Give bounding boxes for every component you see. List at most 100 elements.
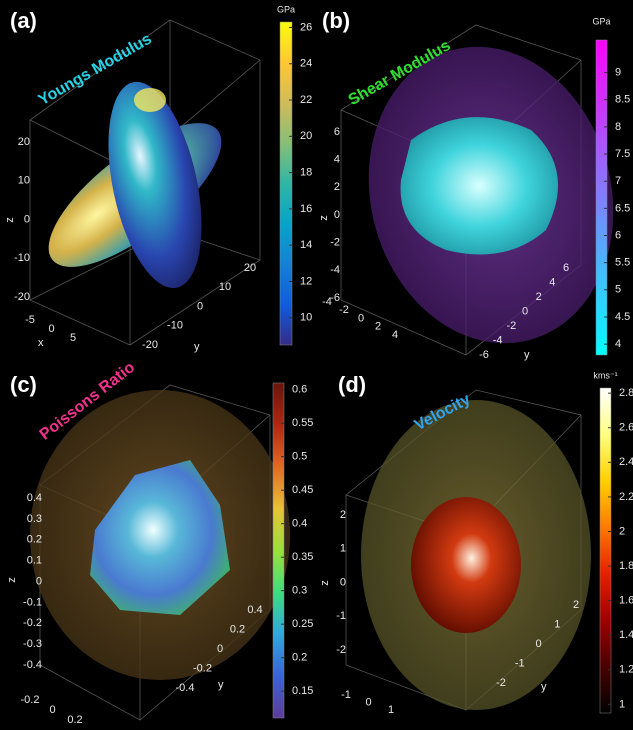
colorbar-tick-label: 1.4 xyxy=(619,629,633,641)
z-tick-label: 4 xyxy=(334,154,340,166)
colorbar-tick-label: 8.5 xyxy=(615,94,630,106)
y-tick-label: 0.2 xyxy=(230,623,245,635)
colorbar-tick-label: 6 xyxy=(615,229,621,241)
x-tick-label: 2 xyxy=(375,321,381,333)
x-tick-label: -2 xyxy=(339,304,349,316)
z-tick-label: -0.3 xyxy=(23,638,42,650)
z-axis-label: z xyxy=(4,217,16,223)
x-tick-label: 5 xyxy=(70,332,76,344)
colorbar-tick-label: 2.4 xyxy=(619,456,633,468)
colorbar-tick-label: 10 xyxy=(300,312,312,324)
y-tick-label: 0 xyxy=(197,300,203,312)
panel-label: (d) xyxy=(338,372,366,397)
colorbar-tick-label: 22 xyxy=(300,94,312,106)
z-tick-label: 0 xyxy=(24,213,30,225)
colorbar-tick-label: 4.5 xyxy=(615,311,630,323)
colorbar-tick-label: 7 xyxy=(615,175,621,187)
panel-label: (b) xyxy=(322,8,350,33)
z-tick-label: 10 xyxy=(18,175,30,187)
colorbar-tick-label: 2.6 xyxy=(619,422,633,434)
colorbar-tick-label: 1.6 xyxy=(619,595,633,607)
y-tick-label: 2 xyxy=(536,291,542,303)
colorbar-tick-label: 6.5 xyxy=(615,202,630,214)
colorbar-tick-label: 2.8 xyxy=(619,387,633,399)
z-tick-label: 0.3 xyxy=(27,513,42,525)
colorbar-tick-label: 1 xyxy=(619,698,625,710)
panel: (a)Youngs Modulus101214161820222426GPa-2… xyxy=(4,4,312,353)
y-tick-label: 0 xyxy=(522,305,528,317)
colorbar-tick-label: 2 xyxy=(619,525,625,537)
colorbar-unit: kms⁻¹ xyxy=(593,370,617,380)
colorbar-tick-label: 14 xyxy=(300,239,312,251)
x-tick-label: 0 xyxy=(49,704,55,716)
colorbar-tick-label: 1.2 xyxy=(619,664,633,676)
x-tick-label: 0 xyxy=(358,312,364,324)
colorbar xyxy=(599,387,612,714)
colorbar-tick-label: 5.5 xyxy=(615,257,630,269)
y-tick-label: 6 xyxy=(563,262,569,274)
y-axis-label: y xyxy=(194,341,200,353)
colorbar-tick-label: 0.5 xyxy=(292,451,307,463)
x-tick-label: -5 xyxy=(25,314,35,326)
z-tick-label: 0 xyxy=(340,576,346,588)
colorbar-tick-label: 12 xyxy=(300,275,312,287)
panel: (d)Velocity11.21.41.61.822.22.42.62.8kms… xyxy=(319,370,633,716)
colorbar-tick-label: 0.3 xyxy=(292,585,307,597)
y-tick-label: 1 xyxy=(554,618,560,630)
x-tick-label: -1 xyxy=(341,689,351,701)
z-tick-label: -2 xyxy=(330,237,340,249)
colorbar-tick-label: 0.35 xyxy=(292,551,313,563)
y-tick-label: 20 xyxy=(244,262,256,274)
y-tick-label: -6 xyxy=(479,349,489,361)
z-tick-label: -0.1 xyxy=(23,596,42,608)
colorbar xyxy=(272,382,285,719)
colorbar-tick-label: 0.45 xyxy=(292,484,313,496)
y-tick-label: -1 xyxy=(515,657,525,669)
z-tick-label: 0 xyxy=(36,575,42,587)
colorbar-tick-label: 20 xyxy=(300,130,312,142)
x-tick-label: 0 xyxy=(48,323,54,335)
colorbar-tick-label: 1.8 xyxy=(619,560,633,572)
y-tick-label: -2 xyxy=(506,320,516,332)
z-tick-label: 0.4 xyxy=(27,492,42,504)
z-tick-label: 0 xyxy=(334,209,340,221)
z-tick-label: -0.2 xyxy=(23,617,42,629)
colorbar-tick-label: 8 xyxy=(615,121,621,133)
y-tick-label: -20 xyxy=(142,339,158,351)
y-tick-label: 0.4 xyxy=(247,604,262,616)
z-tick-label: 6 xyxy=(334,126,340,138)
x-tick-label: -0.2 xyxy=(21,694,40,706)
colorbar-tick-label: 2.2 xyxy=(619,491,633,503)
y-tick-label: -0.2 xyxy=(193,662,212,674)
z-axis-label: z xyxy=(6,577,18,583)
z-tick-label: -2 xyxy=(336,644,346,656)
x-tick-label: 0 xyxy=(365,696,371,708)
colorbar-unit: GPa xyxy=(592,16,610,26)
colorbar-tick-label: 18 xyxy=(300,167,312,179)
x-tick-label: 4 xyxy=(392,329,398,341)
colorbar xyxy=(279,21,293,346)
colorbar-tick-label: 0.6 xyxy=(292,384,307,396)
z-tick-label: -20 xyxy=(14,291,30,303)
z-tick-label: -1 xyxy=(336,610,346,622)
colorbar-tick-label: 4 xyxy=(615,338,621,350)
y-axis-label: y xyxy=(218,679,224,691)
z-tick-label: 1 xyxy=(340,543,346,555)
panel-label: (a) xyxy=(10,8,37,33)
colorbar-tick-label: 24 xyxy=(300,58,312,70)
y-tick-label: -4 xyxy=(493,334,503,346)
y-tick-label: 4 xyxy=(549,276,555,288)
colorbar-tick-label: 9 xyxy=(615,66,621,78)
panel: (b)Shear Modulus44.555.566.577.588.59GPa… xyxy=(318,8,630,361)
panel: (c) Poissons Ratio0.150.20.250.30.350.40.… xyxy=(6,359,314,726)
colorbar-unit: GPa xyxy=(277,4,295,14)
y-tick-label: 10 xyxy=(219,281,231,293)
x-tick-label: -4 xyxy=(322,296,332,308)
z-tick-label: 2 xyxy=(340,509,346,521)
z-tick-label: 0.1 xyxy=(27,555,42,567)
colorbar-tick-label: 5 xyxy=(615,284,621,296)
z-axis-label: z xyxy=(318,215,330,221)
x-tick-label: 0.2 xyxy=(67,714,82,726)
colorbar-tick-label: 7.5 xyxy=(615,148,630,160)
